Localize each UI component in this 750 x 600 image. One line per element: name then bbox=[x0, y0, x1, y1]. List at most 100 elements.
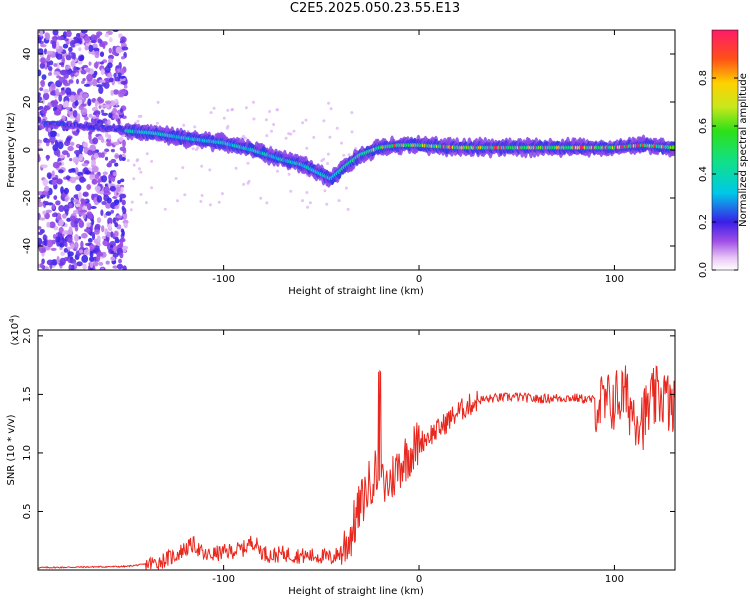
spectrogram-cell bbox=[52, 30, 59, 36]
spectrogram-cell bbox=[102, 171, 109, 176]
colorbar-tick-label: 0.8 bbox=[698, 70, 709, 86]
spectrogram-cell bbox=[329, 107, 333, 111]
spectrogram-cell bbox=[41, 108, 47, 115]
spectrogram-cell bbox=[113, 246, 117, 253]
spectrogram-cell bbox=[305, 146, 309, 150]
x-tick-label: 0 bbox=[416, 274, 422, 285]
spectrogram-cell bbox=[86, 73, 93, 82]
spectrogram-cell bbox=[61, 56, 65, 65]
spectrogram-cell bbox=[252, 117, 256, 121]
spectrogram-cell bbox=[113, 141, 120, 146]
x-tick-label: 0 bbox=[416, 574, 422, 585]
spectrogram-cell bbox=[76, 37, 82, 42]
colorbar-tick-label: 0.0 bbox=[698, 262, 709, 278]
spectrogram-cell bbox=[108, 112, 113, 119]
spectrogram-cell bbox=[58, 226, 64, 234]
spectrogram-cell bbox=[138, 167, 141, 171]
spectrogram-cell bbox=[136, 119, 140, 123]
spectrogram-cell bbox=[323, 189, 327, 193]
spectrogram-cell bbox=[265, 201, 269, 205]
spectrogram-cell bbox=[43, 48, 48, 55]
spectrogram-cell bbox=[58, 94, 63, 102]
spectrogram-cell bbox=[117, 119, 121, 125]
spectrogram-cell bbox=[121, 205, 125, 211]
spectrogram-cell bbox=[39, 62, 46, 69]
spectrogram-cell bbox=[49, 130, 57, 138]
spectrogram-cell bbox=[38, 116, 42, 124]
spectrogram-cell bbox=[38, 201, 44, 208]
spectrogram-cell bbox=[101, 82, 106, 87]
spectrogram-cell bbox=[46, 139, 51, 144]
spectrogram-cell bbox=[104, 148, 110, 153]
spectrogram-cell bbox=[77, 191, 82, 200]
spectrogram-cell bbox=[91, 78, 98, 87]
spectrogram-cell bbox=[91, 178, 98, 185]
spectrogram-panel: -100 0 100 -40 -20 0 20 40 Height of straight l… bbox=[6, 29, 676, 297]
spectrogram-cell bbox=[325, 202, 329, 206]
spectrogram-cell bbox=[68, 46, 73, 53]
spectrogram-cell bbox=[46, 154, 50, 161]
spectrogram-cell bbox=[68, 168, 73, 173]
spectrogram-cell bbox=[96, 217, 102, 224]
spectrogram-cell bbox=[135, 159, 139, 163]
spectrogram-cell bbox=[55, 41, 60, 50]
spectrogram-cell bbox=[121, 46, 129, 51]
spectrogram-cell bbox=[183, 193, 187, 197]
y-tick-label: -20 bbox=[22, 190, 33, 206]
spectrogram-cell bbox=[114, 76, 120, 82]
spectrogram-cell bbox=[110, 90, 114, 96]
spectrogram-cell bbox=[82, 78, 86, 82]
spectrogram-cell bbox=[46, 221, 51, 228]
spectrogram-cell bbox=[38, 226, 42, 230]
spectrogram-cell bbox=[252, 100, 255, 104]
spectrogram-cell bbox=[47, 66, 53, 71]
spectrogram-cell bbox=[89, 244, 96, 250]
spectrogram-cell bbox=[73, 209, 79, 214]
spectrogram-cell bbox=[115, 186, 121, 192]
spectrogram-cell bbox=[73, 66, 77, 74]
spectrogram-cell bbox=[182, 123, 186, 127]
spectrogram-cell bbox=[112, 114, 119, 120]
snr-series-line bbox=[38, 365, 675, 570]
spectrogram-cell bbox=[276, 169, 279, 173]
spectrogram-cell bbox=[181, 166, 185, 170]
spectrogram-cell bbox=[112, 107, 117, 115]
spectrogram-cell bbox=[92, 137, 99, 145]
spectrogram-cell bbox=[163, 207, 167, 211]
spectrogram-cell bbox=[217, 200, 221, 204]
spectrogram-cell bbox=[100, 68, 105, 76]
spectrogram-cell bbox=[122, 265, 127, 270]
spectrogram-cell bbox=[200, 194, 204, 197]
spectrogram-cell bbox=[155, 121, 159, 125]
spectrogram-cell bbox=[101, 112, 108, 116]
spectrogram-cell bbox=[306, 205, 310, 209]
spectrogram-cell bbox=[52, 161, 60, 169]
colorbar-label: Normalized spectral amplitude bbox=[738, 73, 749, 227]
spectrogram-cell bbox=[38, 143, 41, 147]
spectrogram-cell bbox=[53, 99, 58, 108]
spectrogram-cell bbox=[39, 194, 46, 198]
spectrogram-cell bbox=[90, 40, 97, 44]
spectrogram-cell bbox=[107, 134, 112, 140]
spectrogram-cell bbox=[68, 264, 72, 270]
spectrogram-cell bbox=[97, 178, 101, 184]
spectrogram-cell bbox=[109, 37, 113, 43]
spectrogram-cell bbox=[109, 77, 114, 83]
spectrogram-cell bbox=[326, 162, 330, 165]
spectrogram-cell bbox=[115, 65, 120, 69]
spectrogram-cell bbox=[84, 170, 91, 175]
spectrogram-cell bbox=[112, 196, 118, 199]
spectrogram-cell bbox=[350, 130, 354, 134]
spectrogram-cell bbox=[80, 209, 88, 213]
spectrogram-cell bbox=[51, 179, 57, 186]
spectrogram-cell bbox=[95, 255, 101, 262]
spectrogram-cell bbox=[101, 225, 105, 233]
spectrogram-cell bbox=[96, 195, 103, 203]
spectrogram-cell bbox=[101, 201, 107, 205]
spectrogram-cell bbox=[46, 172, 52, 179]
spectrogram-cell bbox=[105, 202, 112, 209]
spectrogram-cell bbox=[38, 197, 41, 203]
colorbar-ticks: 0.0 0.2 0.4 0.6 0.8 bbox=[698, 70, 738, 278]
spectrogram-cell bbox=[41, 258, 45, 265]
spectrogram-cell bbox=[64, 140, 71, 146]
